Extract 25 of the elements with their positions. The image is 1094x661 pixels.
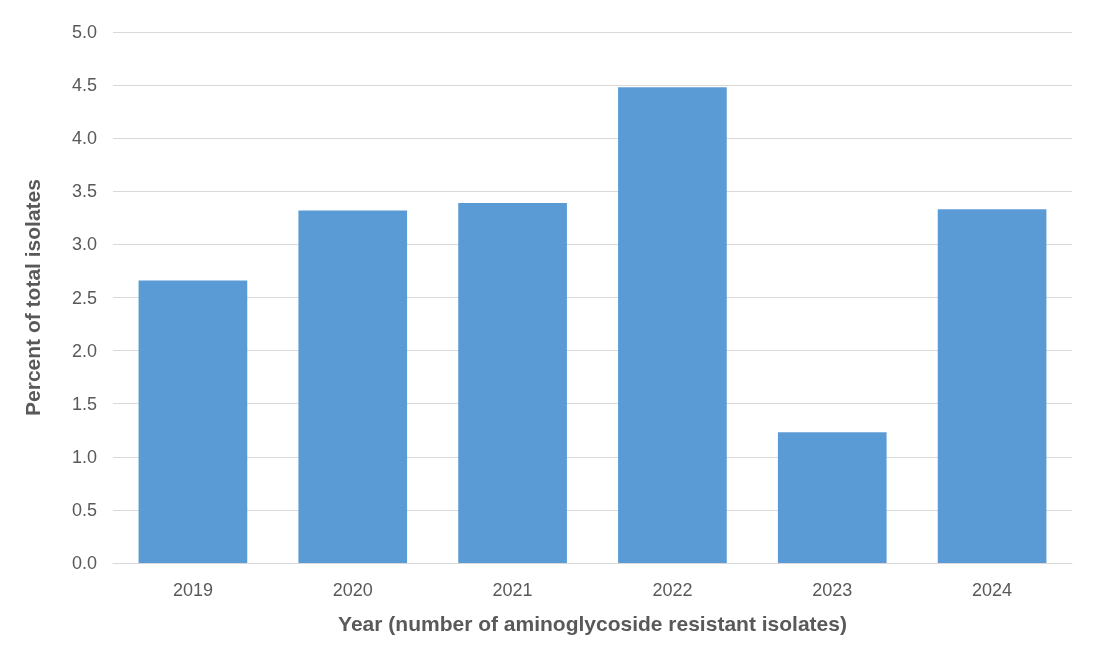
y-tick-label: 2.5: [71, 287, 97, 308]
y-tick-label: 5.0: [71, 22, 97, 42]
y-tick-label: 2.0: [71, 340, 97, 361]
bar: [937, 209, 1047, 563]
y-tick-label: 0.5: [71, 499, 97, 520]
bar: [777, 432, 887, 563]
x-tick-label: 2019: [172, 580, 213, 600]
bar: [618, 87, 727, 563]
y-tick-label: 3.0: [71, 234, 97, 255]
y-tick-label: 4.0: [71, 128, 97, 149]
y-tick-label: 3.5: [71, 181, 97, 202]
y-tick-label: 1.0: [71, 446, 97, 467]
bar: [458, 202, 567, 563]
x-tick-label: 2020: [332, 580, 373, 600]
y-axis-title: Percent of total isolates: [21, 179, 44, 416]
y-tick-label: 4.5: [71, 75, 97, 96]
x-tick-label: 2023: [812, 580, 853, 600]
x-tick-label: 2022: [652, 580, 693, 600]
y-tick-label: 1.5: [71, 393, 97, 414]
x-tick-label: 2024: [972, 580, 1013, 600]
bar: [138, 280, 248, 563]
x-axis-title: Year (number of aminoglycoside resistant isolates): [338, 612, 847, 635]
bar: [298, 210, 408, 563]
x-tick-label: 2021: [492, 580, 533, 600]
y-tick-label: 0.0: [71, 553, 97, 573]
